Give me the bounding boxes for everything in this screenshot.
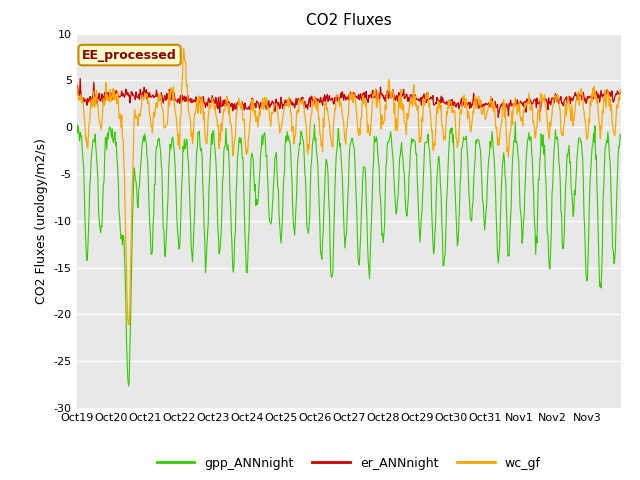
gpp_ANNnight [543, 200, 550, 205]
wc_gf [543, 110, 550, 116]
wc_gf [180, 46, 188, 52]
gpp_ANNnight [404, 203, 412, 208]
wc_gf [106, 86, 114, 92]
gpp_ANNnight [73, 121, 81, 127]
er_ANNnight [390, 90, 397, 96]
er_ANNnight [107, 93, 115, 99]
gpp_ANNnight [486, 139, 494, 144]
wc_gf [404, 114, 412, 120]
Y-axis label: CO2 Fluxes (urology/m2/s): CO2 Fluxes (urology/m2/s) [35, 138, 48, 304]
er_ANNnight [543, 97, 550, 103]
er_ANNnight [404, 98, 412, 104]
wc_gf [125, 322, 133, 327]
er_ANNnight [617, 90, 625, 96]
er_ANNnight [486, 104, 494, 110]
Line: wc_gf: wc_gf [77, 49, 621, 324]
Line: er_ANNnight: er_ANNnight [77, 79, 621, 117]
Line: gpp_ANNnight: gpp_ANNnight [77, 121, 621, 386]
gpp_ANNnight [390, 163, 397, 168]
Text: EE_processed: EE_processed [82, 48, 177, 61]
gpp_ANNnight [420, 157, 428, 163]
er_ANNnight [420, 91, 428, 97]
Legend: gpp_ANNnight, er_ANNnight, wc_gf: gpp_ANNnight, er_ANNnight, wc_gf [152, 452, 546, 475]
wc_gf [73, 80, 81, 86]
wc_gf [421, 103, 429, 108]
gpp_ANNnight [617, 133, 625, 139]
er_ANNnight [76, 76, 84, 82]
gpp_ANNnight [106, 124, 114, 130]
er_ANNnight [495, 114, 502, 120]
wc_gf [617, 87, 625, 93]
er_ANNnight [73, 84, 81, 90]
gpp_ANNnight [125, 383, 132, 389]
wc_gf [487, 94, 495, 99]
gpp_ANNnight [511, 119, 519, 124]
wc_gf [390, 110, 398, 116]
Title: CO2 Fluxes: CO2 Fluxes [306, 13, 392, 28]
